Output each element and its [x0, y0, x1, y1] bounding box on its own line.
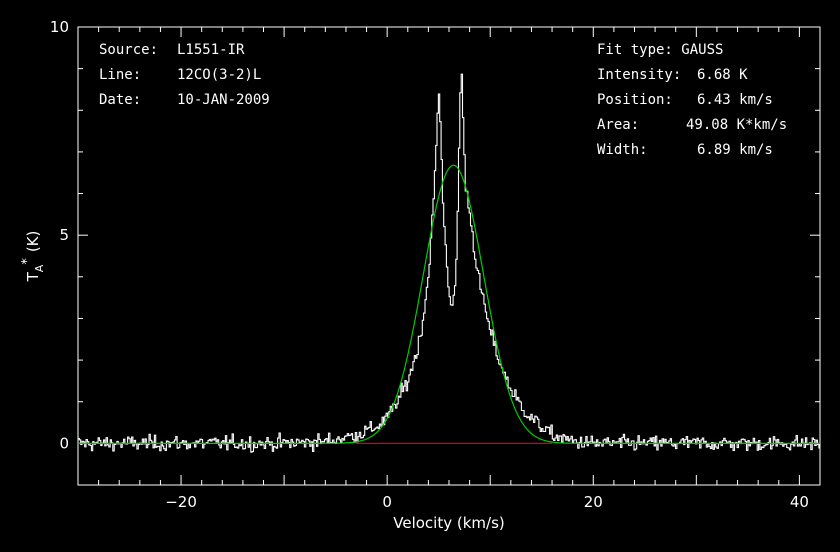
gaussian-fit-line: [78, 164, 820, 444]
y-tick-label: 5: [59, 226, 69, 244]
x-tick-label: −20: [165, 493, 197, 511]
y-tick-label: 10: [50, 18, 69, 36]
x-tick-label: 20: [584, 493, 603, 511]
svg-text:TA*(K): TA* (K): [20, 231, 46, 283]
intensity-key: Intensity:: [597, 67, 681, 83]
spectrum-line: [78, 73, 820, 453]
width-value: 6.89 km/s: [697, 142, 773, 158]
position-key: Position:: [597, 92, 673, 108]
header-right: Fit type: GAUSS Intensity: 6.68 K Positi…: [597, 42, 787, 158]
axis-tick-labels: −20 0 20 40 0 5 10: [50, 18, 809, 511]
x-tick-label: 40: [790, 493, 809, 511]
y-tick-label: 0: [59, 434, 69, 452]
position-value: 6.43 km/s: [697, 92, 773, 108]
y-axis-label-sup: *: [20, 258, 35, 265]
x-tick-label: 0: [382, 493, 392, 511]
date-key: Date:: [99, 92, 141, 108]
area-key: Area:: [597, 117, 639, 133]
source-key: Source:: [99, 42, 158, 58]
y-axis-label-sub: A: [33, 264, 46, 272]
fit-type: Fit type: GAUSS: [597, 42, 723, 58]
axis-ticks: [77, 26, 821, 486]
x-axis-label: Velocity (km/s): [393, 514, 504, 532]
source-value: L1551-IR: [177, 42, 245, 58]
width-key: Width:: [597, 142, 648, 158]
intensity-value: 6.68 K: [697, 67, 748, 83]
area-value: 49.08 K*km/s: [686, 117, 787, 133]
date-value: 10-JAN-2009: [177, 92, 270, 108]
y-axis-label-main: T: [24, 271, 42, 282]
y-axis-label: TA* (K): [20, 231, 46, 283]
y-axis-label-unit: (K): [24, 231, 42, 253]
header-left: Source: L1551-IR Line: 12CO(3-2)L Date: …: [99, 42, 270, 108]
line-value: 12CO(3-2)L: [177, 67, 261, 83]
line-key: Line:: [99, 67, 141, 83]
